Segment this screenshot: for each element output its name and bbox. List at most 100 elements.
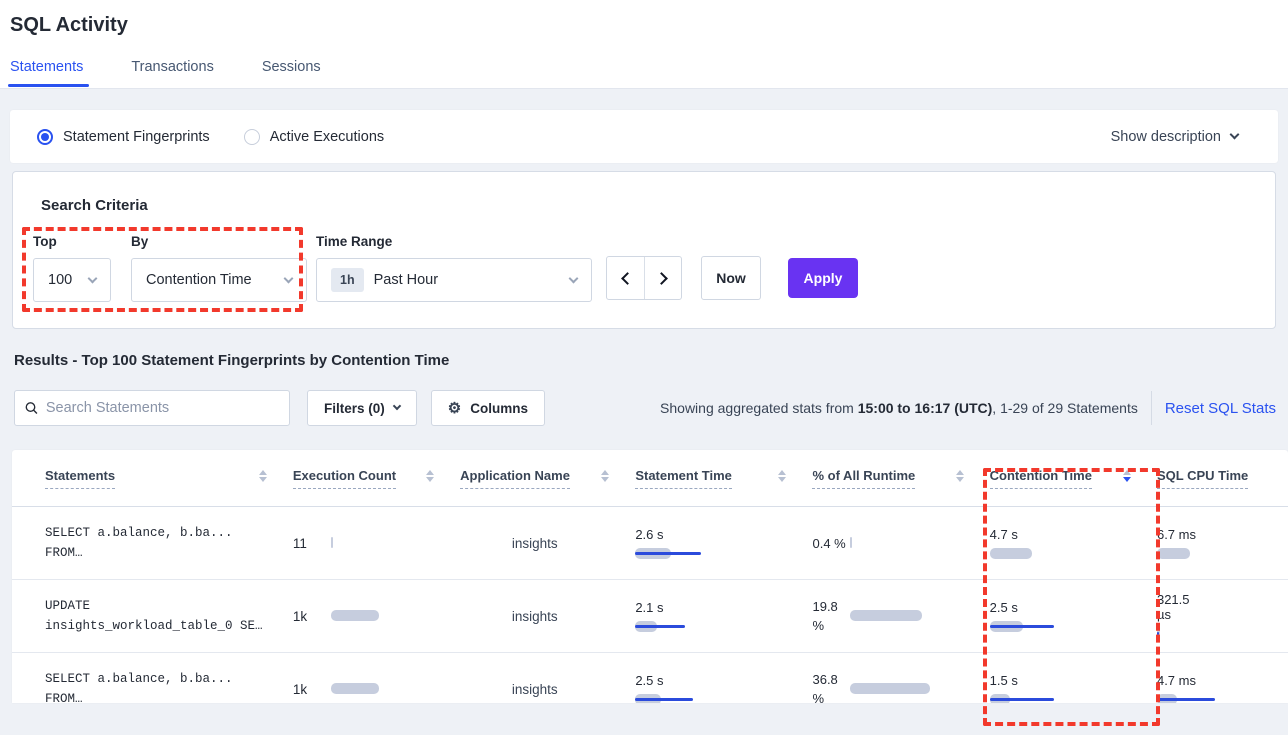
by-select-value: Contention Time <box>146 272 252 288</box>
col-header-contention-time[interactable]: Contention Time <box>989 468 1157 489</box>
cell-pct-runtime: 0.4 % <box>812 507 989 579</box>
tab-statements[interactable]: Statements <box>7 59 90 87</box>
cell-application-name: insights <box>511 681 558 697</box>
cell-application-name: insights <box>511 608 558 624</box>
table-row[interactable]: SELECT a.balance, b.ba... FROM… 1k insig… <box>12 653 1288 703</box>
cell-statement[interactable]: SELECT a.balance, b.ba... FROM… <box>45 672 233 703</box>
cell-statement-time: 2.1 s <box>635 580 812 652</box>
sort-icon[interactable] <box>955 470 964 486</box>
time-range-label: Time Range <box>316 234 393 249</box>
time-range-control: Time Range 1h Past Hour <box>316 234 592 302</box>
chevron-down-icon <box>568 273 579 283</box>
sort-icon[interactable] <box>601 470 610 486</box>
gear-icon: ⚙ <box>447 399 462 417</box>
pct-runtime-bar <box>850 610 923 621</box>
apply-button[interactable]: Apply <box>788 258 858 298</box>
chevron-down-icon <box>283 273 294 283</box>
radio-selected-icon <box>37 128 53 145</box>
show-description-toggle[interactable]: Show description <box>1110 128 1240 145</box>
chevron-left-icon <box>621 271 634 285</box>
search-icon <box>25 402 38 414</box>
search-statements-input[interactable] <box>45 400 279 416</box>
cell-statement-time: 2.6 s <box>635 507 812 579</box>
cell-execution-count: 1k <box>293 653 460 703</box>
cell-contention-time: 4.7 s <box>989 507 1157 579</box>
cell-statement[interactable]: SELECT a.balance, b.ba... FROM… <box>45 526 233 560</box>
top-select[interactable]: 100 <box>33 258 111 302</box>
cell-sql-cpu-time: 4.7 ms <box>1156 653 1288 703</box>
top-select-value: 100 <box>48 272 73 288</box>
show-description-label: Show description <box>1110 128 1221 145</box>
table-row[interactable]: UPDATE insights_workload_table_0 SE… 1k … <box>12 580 1288 653</box>
time-range-select[interactable]: 1h Past Hour <box>316 258 592 302</box>
results-heading: Results - Top 100 Statement Fingerprints… <box>14 352 450 369</box>
columns-button[interactable]: ⚙ Columns <box>430 390 545 426</box>
cell-execution-count: 1k <box>293 580 460 652</box>
pct-runtime-bar <box>850 683 931 694</box>
columns-button-label: Columns <box>470 400 528 416</box>
view-toggle-group: Statement Fingerprints Active Executions <box>37 128 385 145</box>
radio-active-executions-label: Active Executions <box>269 128 385 145</box>
chevron-down-icon <box>1229 129 1240 140</box>
col-header-pct-runtime[interactable]: % of All Runtime <box>812 468 989 489</box>
chevron-down-icon <box>392 401 402 411</box>
col-header-statements[interactable]: Statements <box>45 468 293 489</box>
time-range-badge: 1h <box>331 268 364 292</box>
sql-cpu-mean-bar <box>1156 632 1159 635</box>
sort-icon[interactable] <box>426 470 435 486</box>
contention-time-bar <box>989 547 1032 559</box>
time-range-value: Past Hour <box>373 272 439 288</box>
toolbar-right: Showing aggregated stats from 15:00 to 1… <box>660 391 1276 425</box>
tab-sessions[interactable]: Sessions <box>261 59 321 75</box>
radio-unselected-icon <box>243 128 260 145</box>
tab-transactions[interactable]: Transactions <box>131 59 214 75</box>
filters-button-label: Filters (0) <box>324 400 385 416</box>
sort-icon[interactable] <box>258 470 267 486</box>
cell-execution-count: 11 <box>293 507 460 579</box>
top-label: Top <box>33 234 57 249</box>
page-header: SQL Activity Statements Transactions Ses… <box>0 0 1288 89</box>
pct-runtime-bar <box>850 537 853 548</box>
radio-statement-fingerprints-label: Statement Fingerprints <box>63 128 210 145</box>
reset-sql-stats-link[interactable]: Reset SQL Stats <box>1164 399 1276 417</box>
cell-statement[interactable]: UPDATE insights_workload_table_0 SE… <box>45 599 263 633</box>
aggregated-stats-text: Showing aggregated stats from 15:00 to 1… <box>660 400 1138 416</box>
by-select[interactable]: Contention Time <box>131 258 307 302</box>
statement-time-mean-bar <box>635 551 702 555</box>
sql-cpu-mean-bar <box>1156 697 1215 701</box>
time-prev-button[interactable] <box>607 257 644 299</box>
time-next-button[interactable] <box>644 257 681 299</box>
search-statements-box <box>14 390 290 426</box>
table-header-row: Statements Execution Count Application N… <box>12 450 1288 507</box>
cell-pct-runtime: 36.8% <box>812 653 989 703</box>
chevron-right-icon <box>654 271 668 285</box>
results-toolbar: Filters (0) ⚙ Columns Showing aggregated… <box>14 390 1276 426</box>
cell-statement-time: 2.5 s <box>635 653 812 703</box>
filters-button[interactable]: Filters (0) <box>307 390 417 426</box>
tab-bar: Statements Transactions Sessions <box>0 59 1288 87</box>
cell-contention-time: 1.5 s <box>989 653 1157 703</box>
radio-active-executions[interactable]: Active Executions <box>243 128 385 145</box>
vertical-divider <box>1150 391 1152 425</box>
contention-time-mean-bar <box>989 697 1054 701</box>
stats-time-range: 15:00 to 16:17 (UTC) <box>857 400 993 416</box>
cell-pct-runtime: 19.8% <box>812 580 989 652</box>
time-nav-group <box>606 256 682 300</box>
table-row[interactable]: SELECT a.balance, b.ba... FROM… 11 insig… <box>12 507 1288 580</box>
execution-count-bar <box>330 610 379 621</box>
statements-table: Statements Execution Count Application N… <box>12 450 1288 703</box>
col-header-execution-count[interactable]: Execution Count <box>292 468 460 489</box>
cell-sql-cpu-time: 321.5 µs <box>1156 580 1288 652</box>
sql-cpu-bar <box>1156 547 1190 559</box>
radio-statement-fingerprints[interactable]: Statement Fingerprints <box>37 128 210 145</box>
search-criteria-heading: Search Criteria <box>41 197 148 214</box>
col-header-statement-time[interactable]: Statement Time <box>635 468 812 489</box>
col-header-application-name[interactable]: Application Name <box>460 468 635 489</box>
col-header-sql-cpu-time[interactable]: SQL CPU Time <box>1156 468 1288 489</box>
statement-time-mean-bar <box>635 624 686 628</box>
now-button[interactable]: Now <box>701 256 761 300</box>
sort-icon-active-desc[interactable] <box>1122 470 1131 486</box>
top-control: Top 100 <box>33 234 111 302</box>
cell-sql-cpu-time: 6.7 ms <box>1156 507 1288 579</box>
sort-icon[interactable] <box>778 470 787 486</box>
